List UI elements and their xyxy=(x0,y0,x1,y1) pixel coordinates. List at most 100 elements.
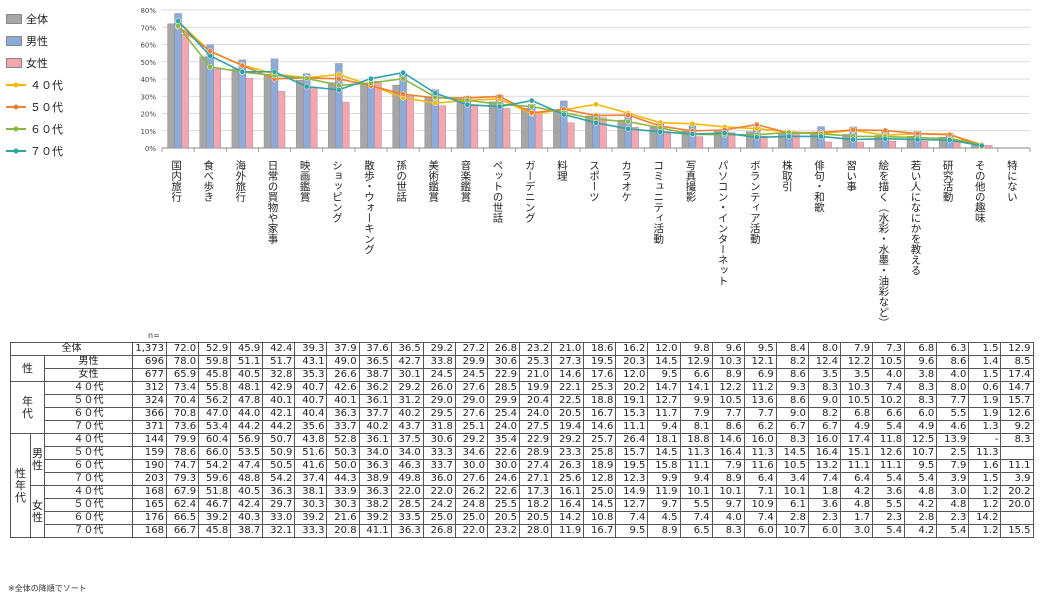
table-cell: 3.5 xyxy=(839,368,874,382)
line-point xyxy=(335,75,342,82)
row-n: 366 xyxy=(132,407,167,421)
bar xyxy=(328,82,336,149)
table-cell xyxy=(1000,511,1034,525)
bar xyxy=(245,77,254,149)
table-cell: 8.9 xyxy=(647,524,681,538)
table-cell: 3.4 xyxy=(775,472,809,486)
row-n: 371 xyxy=(132,420,167,434)
table-cell: 12.2 xyxy=(839,355,874,369)
table-cell: 10.5 xyxy=(872,355,906,369)
table-cell: 16.7 xyxy=(583,524,617,538)
table-cell: 51.1 xyxy=(230,355,264,369)
table-cell: 66.5 xyxy=(165,511,200,525)
bar xyxy=(206,44,214,149)
table-cell: 2.8 xyxy=(775,511,809,525)
row-label: 女性 xyxy=(44,368,133,382)
table-cell: 36.3 xyxy=(262,485,296,499)
table-cell: 40.1 xyxy=(262,394,296,408)
table-cell: 11.9 xyxy=(551,524,585,538)
table-cell: 33.7 xyxy=(422,459,456,473)
table-cell: 8.6 xyxy=(775,394,809,408)
table-cell: 20.2 xyxy=(615,381,649,395)
table-cell: 11.1 xyxy=(615,420,649,434)
legend-item-bar: 女性 xyxy=(6,52,116,74)
legend-label: 男性 xyxy=(26,35,48,48)
category-label: 研究活動 xyxy=(942,160,954,203)
line-point xyxy=(689,131,696,137)
table-row: ５０代 324 70.4 56.2 47.8 40.1 40.7 40.1 36.1 31.2 29… xyxy=(11,394,1034,408)
table-cell: 6.6 xyxy=(872,407,906,421)
table-cell: 18.2 xyxy=(519,498,553,512)
line-point xyxy=(175,18,181,24)
table-cell: 3.9 xyxy=(936,472,970,486)
category-label: 日常の買物や家事 xyxy=(267,160,279,244)
table-cell: 6.0 xyxy=(743,524,777,538)
legend-label: ６０代 xyxy=(30,123,63,136)
table-cell: 10.1 xyxy=(775,485,809,499)
category-label: 特にない xyxy=(1006,160,1018,202)
table-cell: 1.2 xyxy=(968,498,1002,512)
table-cell: 37.4 xyxy=(294,472,328,486)
table-cell: 37.9 xyxy=(326,342,360,356)
table-cell: 50.7 xyxy=(262,433,296,447)
table-cell: 13.2 xyxy=(807,459,841,473)
legend-line-swatch xyxy=(6,104,26,110)
table-cell: 44.0 xyxy=(230,407,264,421)
table-cell: 7.4 xyxy=(615,511,649,525)
table-cell: 5.5 xyxy=(679,498,713,512)
table-cell: 30.0 xyxy=(486,459,521,473)
table-cell: 9.9 xyxy=(679,394,713,408)
table-cell: 3.0 xyxy=(839,524,874,538)
table-cell: 72.0 xyxy=(165,342,200,356)
category-label: 写真撮影 xyxy=(684,160,696,203)
table-cell: 40.1 xyxy=(326,394,360,408)
table-cell: 12.9 xyxy=(1000,342,1034,356)
table-cell: 66.0 xyxy=(198,446,232,460)
legend-swatch xyxy=(6,14,22,24)
table-cell: 12.0 xyxy=(615,368,649,382)
subgroup-label: 男 性 xyxy=(30,433,45,486)
table-cell: 42.4 xyxy=(230,498,264,512)
table-cell: 36.5 xyxy=(358,355,392,369)
table-cell: 37.7 xyxy=(358,407,392,421)
table-cell: 11.3 xyxy=(743,446,777,460)
table-row: 性男性 696 78.0 59.8 51.1 51.7 43.1 49.0 36.5 42.7 33… xyxy=(10,355,1034,382)
table-cell: 25.0 xyxy=(583,485,617,499)
table-cell: 22.0 xyxy=(390,485,424,499)
row-label: ７０代 xyxy=(44,420,133,434)
line-point xyxy=(850,136,857,143)
table-cell: 12.6 xyxy=(1000,407,1034,421)
table-cell: 52.9 xyxy=(198,342,232,356)
table-cell: 6.2 xyxy=(743,420,777,434)
y-tick-label: 70% xyxy=(140,24,156,32)
table-cell: 14.6 xyxy=(711,433,745,447)
chart-legend: 全体 男性 女性 ４０代 ５０代 ６０代 ７０代 xyxy=(6,8,116,162)
table-cell: 70.8 xyxy=(165,407,200,421)
table-cell: 16.4 xyxy=(807,446,841,460)
line-point xyxy=(303,83,310,90)
table-cell: 7.4 xyxy=(807,472,841,486)
line-point xyxy=(689,120,696,127)
table-cell: 11.6 xyxy=(743,459,777,473)
table-cell: 3.8 xyxy=(904,368,938,382)
bar xyxy=(424,97,432,149)
table-cell: 15.7 xyxy=(615,446,649,460)
table-cell: 9.4 xyxy=(647,420,681,434)
table-cell: 53.4 xyxy=(198,420,232,434)
table-cell: 22.6 xyxy=(486,446,521,460)
legend-item-line: ７０代 xyxy=(6,140,116,162)
table-cell: 3.6 xyxy=(807,498,841,512)
table-cell: 19.4 xyxy=(551,420,585,434)
line-point xyxy=(593,101,599,108)
table-row: 女性 677 65.9 45.8 40.5 32.8 35.3 26.6 38.7 30.1 24.… xyxy=(11,368,1034,382)
line-point xyxy=(528,103,535,110)
table-row: ７０代 168 66.7 45.8 38.7 32.1 33.3 20.8 41.1 36.3 26… xyxy=(11,524,1034,538)
table-cell: 20.5 xyxy=(486,511,521,525)
table-cell: 11.9 xyxy=(647,485,681,499)
table-cell: 8.6 xyxy=(775,368,809,382)
n-label: n= xyxy=(148,331,160,340)
bar xyxy=(535,111,543,149)
table-cell: 12.6 xyxy=(872,446,906,460)
table-row: ５０代 159 78.6 66.0 53.5 50.9 51.6 50.3 34.0 34.0 33… xyxy=(11,446,1034,460)
table-cell: 40.7 xyxy=(294,394,328,408)
